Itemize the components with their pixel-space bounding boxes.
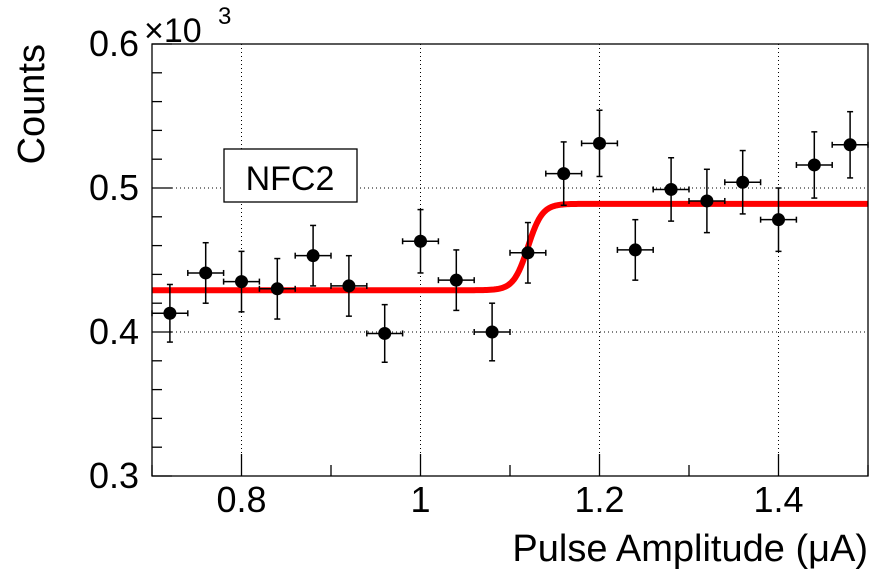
y-tick-label: 0.4 [89, 311, 139, 352]
data-point-group [724, 149, 762, 215]
data-point [736, 175, 750, 189]
data-point-group [652, 157, 690, 222]
data-point [199, 266, 213, 280]
data-point [557, 167, 571, 181]
data-point [772, 213, 785, 227]
y-multiplier-exponent: 3 [218, 3, 231, 30]
y-axis-label: Counts [11, 44, 53, 164]
x-tick-label: 1 [410, 479, 430, 520]
data-point-group [258, 257, 296, 320]
data-point [163, 306, 177, 320]
data-point-group [366, 303, 404, 363]
data-point-group [580, 109, 619, 178]
data-points [151, 109, 869, 363]
y-tick-label: 0.6 [89, 23, 139, 64]
data-point [593, 136, 606, 150]
data-point [270, 282, 284, 296]
data-point-group [401, 208, 440, 274]
data-point-group [473, 302, 511, 362]
legend-frame [223, 148, 358, 203]
data-point [378, 326, 392, 340]
x-axis-label: Pulse Amplitude (μA) [512, 528, 868, 570]
y-multiplier-base: ×10 [144, 12, 202, 50]
data-point-group [187, 241, 225, 304]
data-point-group [831, 110, 869, 179]
data-point-group [688, 168, 726, 234]
x-tick-label: 1.4 [753, 479, 803, 520]
data-point [414, 234, 427, 248]
data-point-group [545, 141, 583, 207]
data-point-group [222, 250, 261, 313]
y-tick-label: 0.5 [89, 167, 139, 208]
legend-box: NFC2 [223, 148, 358, 203]
data-point [485, 325, 499, 339]
data-point-group [330, 254, 368, 317]
x-tick-label: 0.8 [216, 479, 266, 520]
data-point [664, 182, 678, 196]
legend-text: NFC2 [246, 160, 335, 198]
y-tick-label: 0.3 [89, 455, 139, 496]
data-point [306, 249, 320, 263]
tick-labels: 0.8 1 1.2 1.4 0.3 0.4 0.5 0.6 [89, 23, 804, 520]
plot-frame [151, 43, 869, 477]
data-point-group [151, 283, 189, 343]
data-point [449, 273, 463, 287]
data-point-group [759, 187, 798, 253]
data-point [342, 279, 356, 293]
data-point [700, 194, 714, 208]
data-point-group [509, 221, 547, 284]
x-tick-label: 1.2 [574, 479, 624, 520]
data-point-group [437, 249, 475, 312]
data-point-group [795, 131, 833, 199]
data-point-group [294, 224, 332, 287]
data-point-group [616, 218, 654, 281]
data-point [235, 275, 248, 289]
data-point [628, 243, 642, 257]
data-point [843, 138, 857, 152]
data-point [521, 246, 535, 260]
data-point [807, 158, 821, 172]
